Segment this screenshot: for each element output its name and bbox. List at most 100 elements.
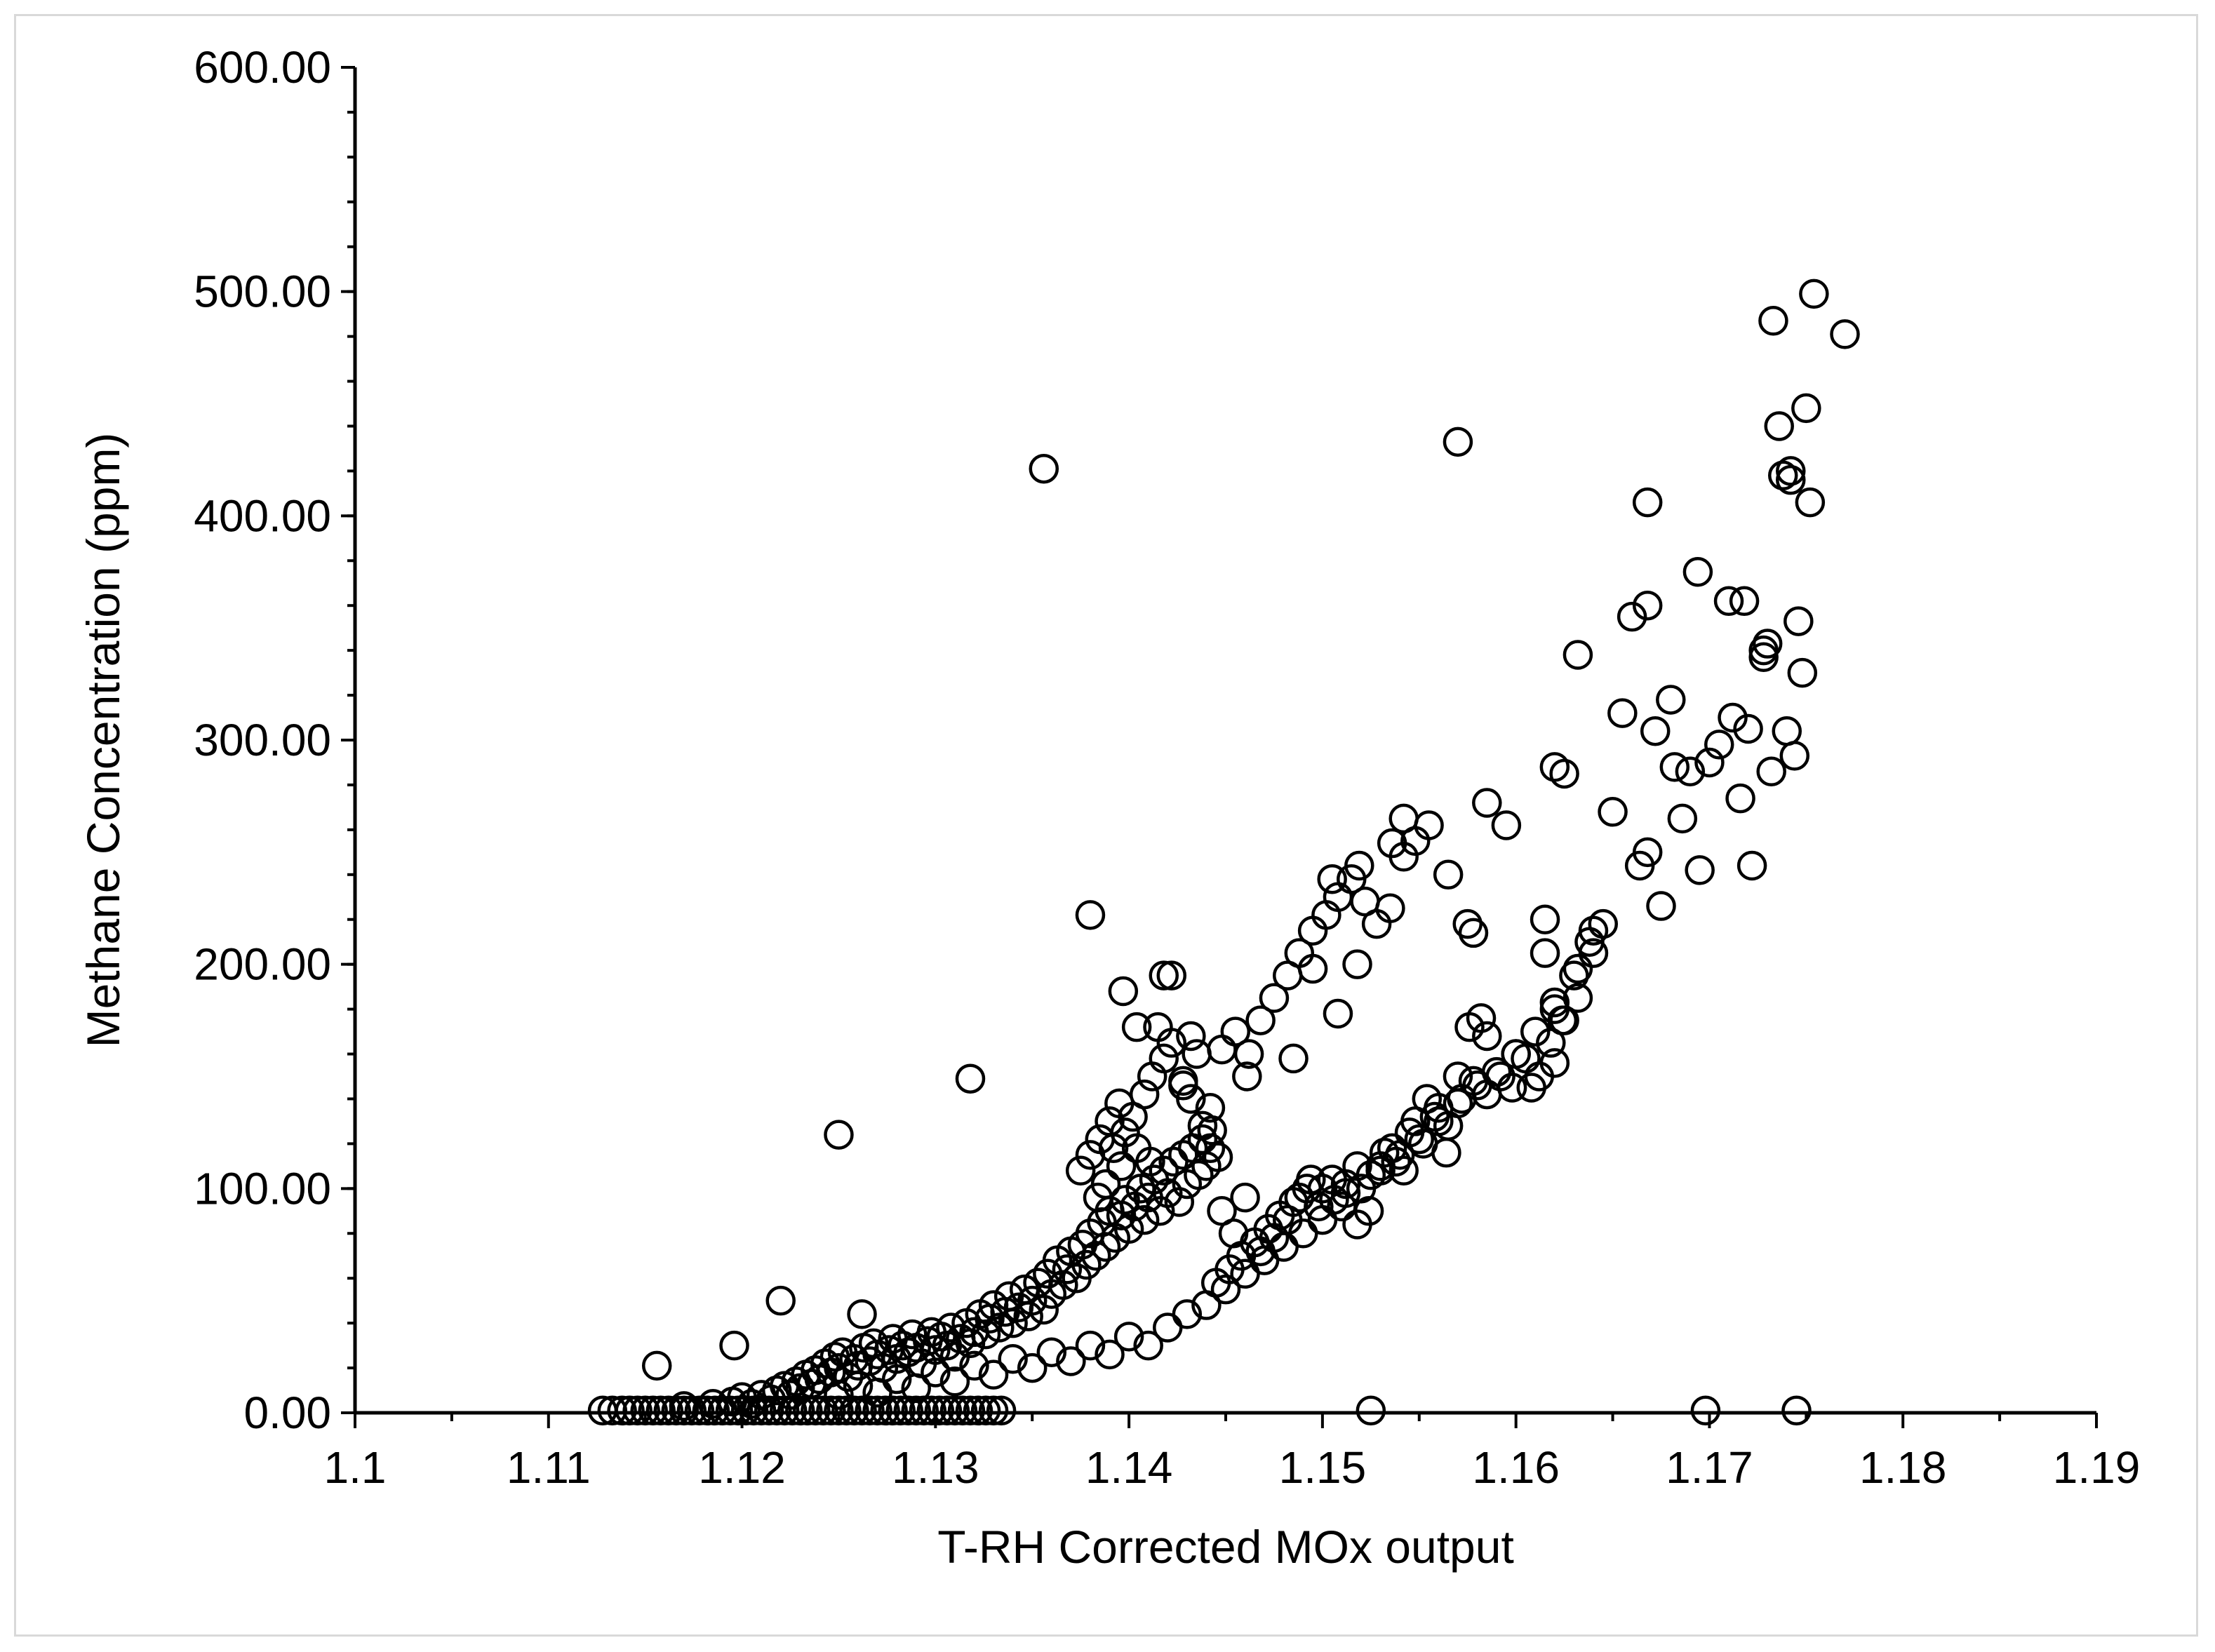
data-point: [975, 1303, 1005, 1334]
data-point: [641, 1350, 672, 1381]
data-point: [1733, 713, 1763, 744]
data-point: [1718, 702, 1748, 733]
data-point: [1356, 1395, 1386, 1426]
data-point: [1547, 1005, 1578, 1035]
data-point: [1129, 1204, 1160, 1235]
data-point: [1029, 453, 1059, 484]
data-point: [1245, 1005, 1276, 1035]
data-point: [824, 1395, 854, 1426]
data-point: [921, 1357, 951, 1388]
data-point: [970, 1319, 1001, 1350]
data-point: [1472, 788, 1502, 818]
data-point: [984, 1312, 1015, 1343]
data-point: [1207, 1034, 1237, 1065]
data-point: [1632, 590, 1663, 621]
data-point: [1195, 1093, 1226, 1123]
data-point: [727, 1382, 757, 1412]
data-point: [1156, 960, 1187, 990]
data-point: [939, 1395, 970, 1426]
data-point: [1617, 601, 1647, 632]
data-point: [630, 1395, 660, 1426]
data-point: [926, 1322, 956, 1352]
data-point: [1549, 758, 1579, 789]
data-point: [1787, 657, 1818, 688]
y-axis-title: Methane Concentration (ppm): [77, 433, 129, 1048]
x-tick-label: 1.11: [507, 1442, 591, 1493]
data-point: [1233, 1039, 1264, 1069]
data-point: [1168, 1140, 1198, 1170]
y-tick-label: 0.00: [243, 1388, 331, 1438]
data-point: [1748, 642, 1779, 672]
data-point: [1776, 464, 1806, 495]
data-point: [1388, 1155, 1419, 1186]
data-point: [847, 1299, 877, 1329]
data-point: [1530, 938, 1560, 968]
data-point: [676, 1395, 707, 1426]
data-point: [1791, 393, 1821, 424]
data-point: [998, 1344, 1028, 1374]
data-point: [1164, 1187, 1195, 1217]
data-point: [1675, 756, 1706, 787]
data-point: [1203, 1142, 1233, 1172]
data-point: [1632, 837, 1663, 868]
data-point: [1520, 1016, 1551, 1047]
data-point: [1098, 1133, 1129, 1164]
data-point: [1452, 908, 1483, 939]
data-point: [881, 1364, 912, 1395]
data-point: [1108, 976, 1139, 1007]
data-point: [1578, 915, 1609, 946]
data-point: [1048, 1270, 1078, 1301]
data-point: [878, 1395, 908, 1426]
data-point: [1075, 1330, 1106, 1361]
data-point: [1646, 891, 1676, 921]
data-point: [1682, 557, 1713, 587]
data-point: [955, 1063, 986, 1094]
data-point: [1830, 319, 1860, 349]
data-point: [1036, 1337, 1067, 1367]
y-axis-ticks: 0.00 100.00 200.00 300.00 400.00 500.00 600.00: [194, 42, 355, 1438]
data-point: [1377, 828, 1407, 859]
data-point: [916, 1395, 947, 1426]
data-point: [824, 1120, 854, 1150]
data-point: [1704, 730, 1734, 760]
y-tick-label: 100.00: [194, 1163, 331, 1214]
data-point: [897, 1319, 928, 1350]
data-point: [1143, 1012, 1173, 1042]
data-point: [1080, 1240, 1111, 1271]
data-point: [1685, 855, 1715, 885]
data-point: [1694, 747, 1725, 778]
data-point: [1182, 1039, 1212, 1069]
data-point: [1304, 1191, 1334, 1222]
data-point: [1176, 1021, 1206, 1052]
data-point: [901, 1395, 932, 1426]
data-point: [1748, 635, 1779, 666]
data-point: [785, 1395, 815, 1426]
data-point: [1259, 983, 1290, 1013]
data-point: [970, 1395, 1001, 1426]
data-point: [1342, 949, 1372, 979]
data-point: [1562, 953, 1593, 984]
x-tick-label: 1.13: [892, 1442, 979, 1493]
data-point: [1075, 900, 1106, 930]
data-point: [1414, 810, 1444, 840]
data-point: [978, 1395, 1009, 1426]
data-point: [622, 1395, 653, 1426]
data-point: [1113, 1214, 1144, 1244]
data-point: [1052, 1254, 1083, 1284]
data-point: [1443, 1061, 1473, 1092]
data-point: [1736, 850, 1767, 881]
data-point: [1776, 456, 1806, 486]
data-point: [939, 1366, 970, 1397]
data-point: [1375, 893, 1405, 923]
data-point: [1562, 983, 1593, 1013]
y-tick-label: 200.00: [194, 939, 331, 990]
data-point: [885, 1395, 916, 1426]
data-point: [963, 1395, 993, 1426]
data-point: [1458, 918, 1489, 948]
data-point: [1317, 864, 1347, 894]
data-point: [1220, 1016, 1251, 1047]
data-point: [1388, 803, 1419, 834]
data-point: [761, 1375, 792, 1406]
data-point: [1113, 1322, 1144, 1352]
